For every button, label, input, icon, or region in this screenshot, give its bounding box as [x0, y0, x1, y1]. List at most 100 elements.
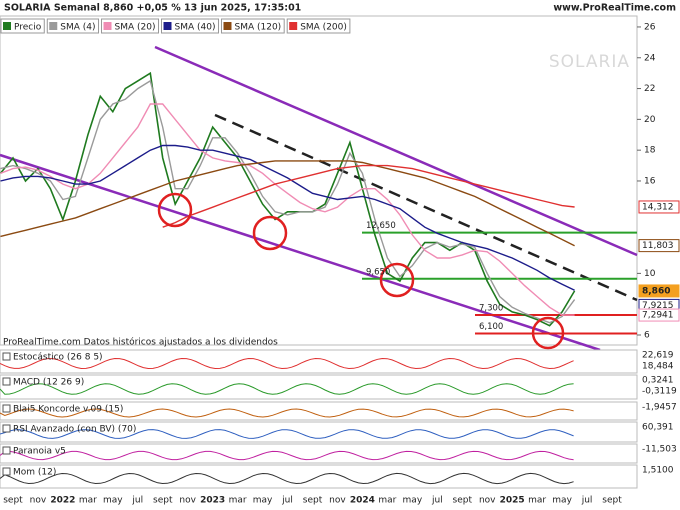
legend-swatch [223, 22, 232, 30]
level-label: 12,650 [366, 221, 396, 231]
indicator-value: -1,9457 [642, 403, 677, 413]
indicator-line [0, 408, 574, 418]
series-line [0, 71, 576, 327]
x-tick-label: nov [179, 496, 196, 506]
highlight-circle [252, 215, 288, 251]
legend-label: SMA (4) [60, 23, 95, 33]
trendline [214, 113, 638, 302]
legend-box [101, 18, 159, 34]
x-tick-label: sept [453, 496, 473, 506]
x-tick-label: sept [153, 496, 173, 506]
x-tick-label: jul [581, 496, 593, 506]
y-tick-label: 20 [644, 115, 656, 125]
trendline [0, 153, 601, 352]
indicator-title: Estocástico (26 8 5) [13, 353, 103, 363]
legend-label: SMA (20) [115, 23, 156, 33]
series-line [0, 144, 575, 291]
y-tick-label: 18 [644, 146, 656, 156]
series-line [0, 160, 575, 247]
x-tick-label: mar [79, 496, 97, 506]
x-tick-label: sept [3, 496, 23, 506]
indicator-value: -0,3119 [642, 387, 677, 397]
price-label-box [638, 200, 680, 214]
y-tick-label: 6 [644, 330, 650, 340]
legend-swatch [3, 22, 11, 30]
legend-swatch [103, 22, 112, 30]
legend-swatch [49, 22, 58, 30]
indicator-icon [2, 424, 11, 433]
x-tick-label: nov [329, 496, 346, 506]
indicator-icon [2, 377, 11, 386]
y-tick-label: 26 [644, 22, 656, 32]
series-line [0, 79, 576, 324]
x-tick-label: may [253, 496, 273, 506]
indicator-panel [0, 443, 638, 464]
indicator-line [0, 472, 574, 485]
price-label-box [638, 284, 680, 298]
header-title: SOLARIA Semanal 8,860 +0,05 % 13 jun 202… [4, 3, 301, 14]
legend-swatch [163, 22, 172, 30]
price-label: 7,9215 [642, 301, 674, 311]
indicator-icon [2, 352, 11, 361]
indicator-value: -11,503 [642, 445, 677, 455]
x-tick-label: mar [378, 496, 396, 506]
legend-box [0, 18, 45, 34]
indicator-value: 18,484 [642, 362, 674, 372]
legend-label: SMA (40) [175, 23, 216, 33]
indicator-line [0, 357, 574, 370]
indicator-icon [2, 404, 11, 413]
legend-box [161, 18, 219, 34]
indicator-title: Mom (12) [13, 468, 56, 478]
x-tick-label: 2025 [500, 496, 525, 506]
price-label-box [638, 239, 680, 253]
indicator-line [0, 450, 574, 461]
note: ProRealTime.com Datos históricos ajustad… [3, 337, 278, 348]
indicator-line [0, 429, 574, 439]
x-tick-label: nov [30, 496, 47, 506]
indicator-icon [2, 446, 11, 455]
x-tick-label: sept [602, 496, 622, 506]
indicator-title: MACD (12 26 9) [13, 378, 84, 388]
highlight-circle [379, 262, 415, 298]
indicator-title: Paranoia v5 [13, 447, 66, 457]
x-tick-label: 2024 [350, 496, 375, 506]
legend-label: SMA (200) [300, 23, 347, 33]
series-line [0, 103, 575, 316]
legend-swatch [289, 22, 298, 30]
x-tick-label: jul [131, 496, 143, 506]
watermark: SOLARIA [549, 52, 630, 72]
x-tick-label: mar [528, 496, 546, 506]
x-tick-label: 2022 [50, 496, 75, 506]
site: www.ProRealTime.com [553, 3, 676, 14]
x-tick-label: sept [303, 496, 323, 506]
highlight-circle [531, 316, 565, 350]
indicator-value: 22,619 [642, 351, 674, 361]
x-tick-label: jul [281, 496, 293, 506]
y-tick-label: 16 [644, 176, 656, 186]
indicator-icon [2, 467, 11, 476]
level-label: 7,300 [479, 303, 503, 313]
legend-box [286, 18, 351, 34]
x-tick-label: 2023 [200, 496, 225, 506]
series-line [162, 164, 575, 228]
x-tick-label: jul [431, 496, 443, 506]
highlight-circle [157, 192, 193, 228]
y-tick-label: 10 [644, 269, 656, 279]
x-tick-label: may [403, 496, 423, 506]
indicator-line [0, 383, 574, 395]
indicator-title: RSI Avanzado (con BV) (70) [13, 425, 136, 435]
legend-label: SMA (120) [234, 23, 281, 33]
x-tick-label: may [103, 496, 123, 506]
legend-box [220, 18, 285, 34]
x-tick-label: nov [479, 496, 496, 506]
indicator-value: 0,3241 [642, 376, 674, 386]
y-tick-label: 22 [644, 84, 655, 94]
price-label: 8,860 [642, 286, 670, 296]
price-label: 11,803 [642, 241, 674, 251]
indicator-value: 60,391 [642, 423, 674, 433]
indicator-panel [0, 421, 638, 443]
indicator-title: Blai5 Koncorde v.09 (15) [13, 405, 123, 415]
price-label: 14,312 [642, 202, 674, 212]
level-label: 6,100 [479, 322, 503, 332]
